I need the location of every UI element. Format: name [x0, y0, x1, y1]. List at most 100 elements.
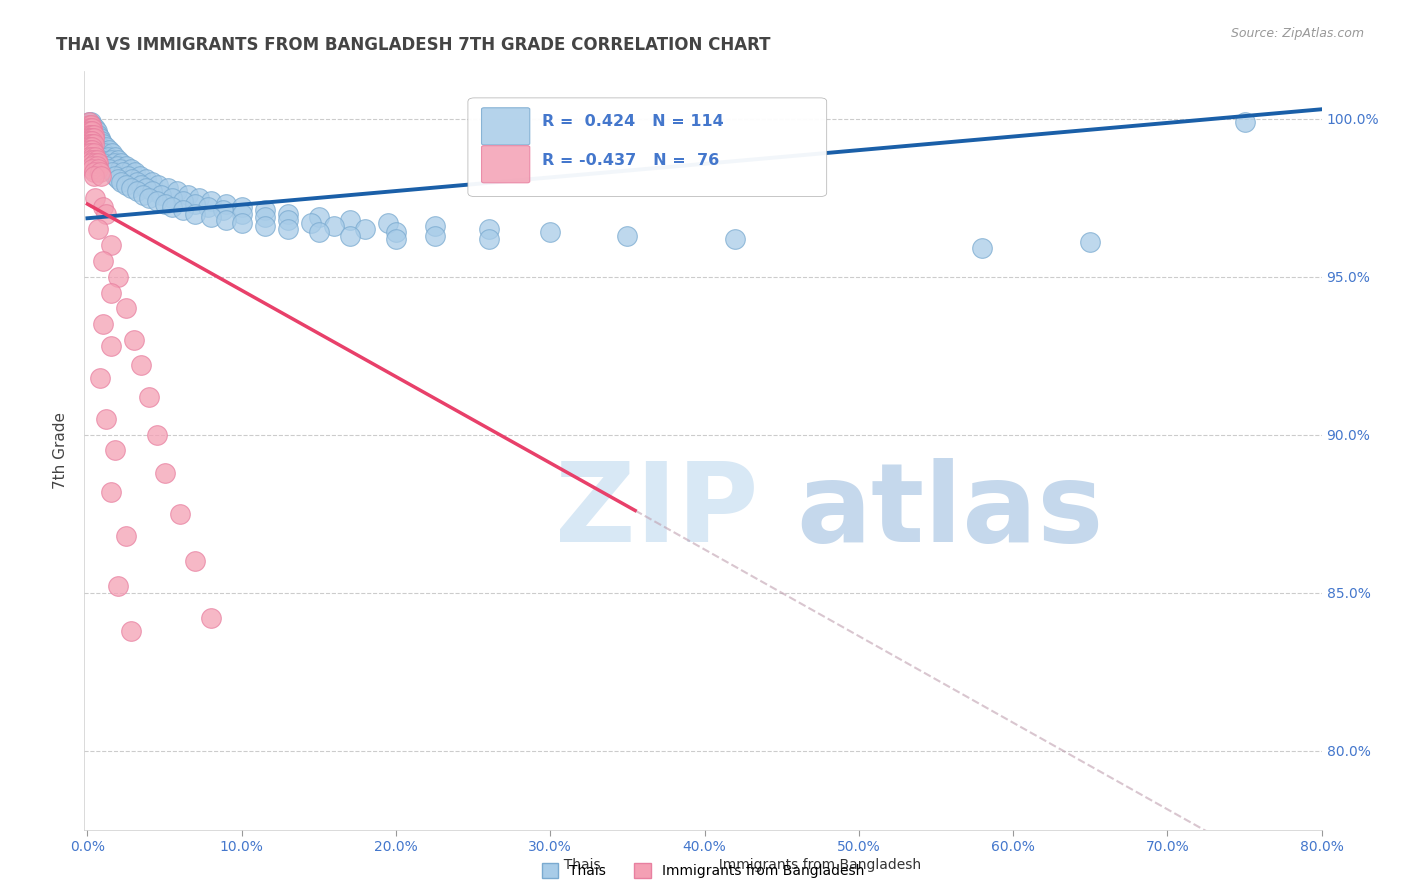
- Point: [77, 128, 100, 142]
- Text: Thais: Thais: [555, 858, 600, 872]
- Point: [79, 156, 101, 170]
- Point: [187, 191, 209, 205]
- Point: [79, 124, 101, 138]
- Point: [184, 197, 207, 211]
- Point: [83, 153, 105, 167]
- Point: [117, 169, 139, 183]
- Point: [77, 150, 100, 164]
- Point: [79, 144, 101, 158]
- Point: [80, 144, 103, 158]
- Point: [86, 159, 108, 173]
- Point: [80, 134, 103, 148]
- Point: [79, 115, 101, 129]
- Point: [477, 232, 499, 246]
- Point: [215, 212, 238, 227]
- Point: [277, 212, 299, 227]
- Point: [83, 136, 105, 151]
- Point: [79, 153, 101, 167]
- Point: [184, 206, 207, 220]
- FancyBboxPatch shape: [468, 98, 827, 196]
- Point: [77, 140, 100, 154]
- Point: [1233, 115, 1256, 129]
- Point: [110, 175, 132, 189]
- Point: [80, 159, 103, 173]
- Point: [84, 128, 107, 142]
- Point: [172, 194, 194, 208]
- Point: [131, 178, 153, 192]
- FancyBboxPatch shape: [481, 108, 530, 145]
- Point: [80, 140, 103, 154]
- Point: [77, 136, 100, 151]
- Point: [377, 216, 399, 230]
- Point: [77, 130, 100, 145]
- Point: [86, 144, 108, 158]
- Point: [120, 624, 142, 638]
- Point: [87, 222, 110, 236]
- Text: THAI VS IMMIGRANTS FROM BANGLADESH 7TH GRADE CORRELATION CHART: THAI VS IMMIGRANTS FROM BANGLADESH 7TH G…: [56, 36, 770, 54]
- Text: R = -0.437   N =  76: R = -0.437 N = 76: [543, 153, 720, 169]
- Point: [111, 165, 134, 179]
- Point: [83, 169, 105, 183]
- Point: [122, 333, 145, 347]
- Point: [80, 136, 103, 151]
- Point: [162, 191, 184, 205]
- Point: [89, 165, 111, 179]
- Point: [86, 130, 108, 145]
- Point: [86, 153, 108, 167]
- Point: [385, 232, 408, 246]
- Point: [212, 203, 235, 218]
- Point: [90, 153, 112, 167]
- Point: [100, 153, 122, 167]
- Point: [94, 159, 117, 173]
- Point: [98, 162, 121, 177]
- Point: [339, 228, 361, 243]
- Point: [83, 130, 105, 145]
- Point: [79, 140, 101, 154]
- Point: [146, 427, 169, 442]
- Point: [84, 150, 107, 164]
- Point: [148, 178, 170, 192]
- Point: [77, 128, 100, 142]
- Text: Source: ZipAtlas.com: Source: ZipAtlas.com: [1230, 27, 1364, 40]
- Point: [115, 529, 138, 543]
- Point: [100, 339, 122, 353]
- Point: [79, 121, 101, 136]
- Point: [104, 443, 127, 458]
- Point: [135, 181, 157, 195]
- Point: [423, 219, 446, 234]
- Point: [91, 156, 114, 170]
- Point: [80, 162, 103, 177]
- Point: [101, 165, 124, 179]
- Point: [107, 579, 129, 593]
- Point: [86, 124, 108, 138]
- Point: [200, 611, 222, 625]
- Point: [104, 150, 127, 164]
- Point: [1078, 235, 1101, 249]
- Point: [107, 153, 129, 167]
- Point: [84, 156, 107, 170]
- Point: [141, 175, 163, 189]
- Point: [84, 191, 107, 205]
- Point: [308, 226, 330, 240]
- Point: [120, 181, 142, 195]
- Point: [107, 269, 129, 284]
- Point: [77, 134, 100, 148]
- Point: [103, 156, 125, 170]
- Point: [80, 134, 103, 148]
- Text: Immigrants from Bangladesh: Immigrants from Bangladesh: [710, 858, 921, 872]
- Point: [104, 169, 127, 183]
- Point: [184, 554, 207, 568]
- Point: [277, 206, 299, 220]
- Point: [299, 216, 322, 230]
- Point: [253, 210, 276, 224]
- Point: [83, 146, 105, 161]
- Point: [115, 301, 138, 316]
- Point: [79, 130, 101, 145]
- Point: [83, 121, 105, 136]
- Point: [80, 121, 103, 136]
- Point: [90, 144, 112, 158]
- Point: [253, 203, 276, 218]
- Point: [135, 171, 157, 186]
- FancyBboxPatch shape: [481, 145, 530, 183]
- Point: [100, 238, 122, 252]
